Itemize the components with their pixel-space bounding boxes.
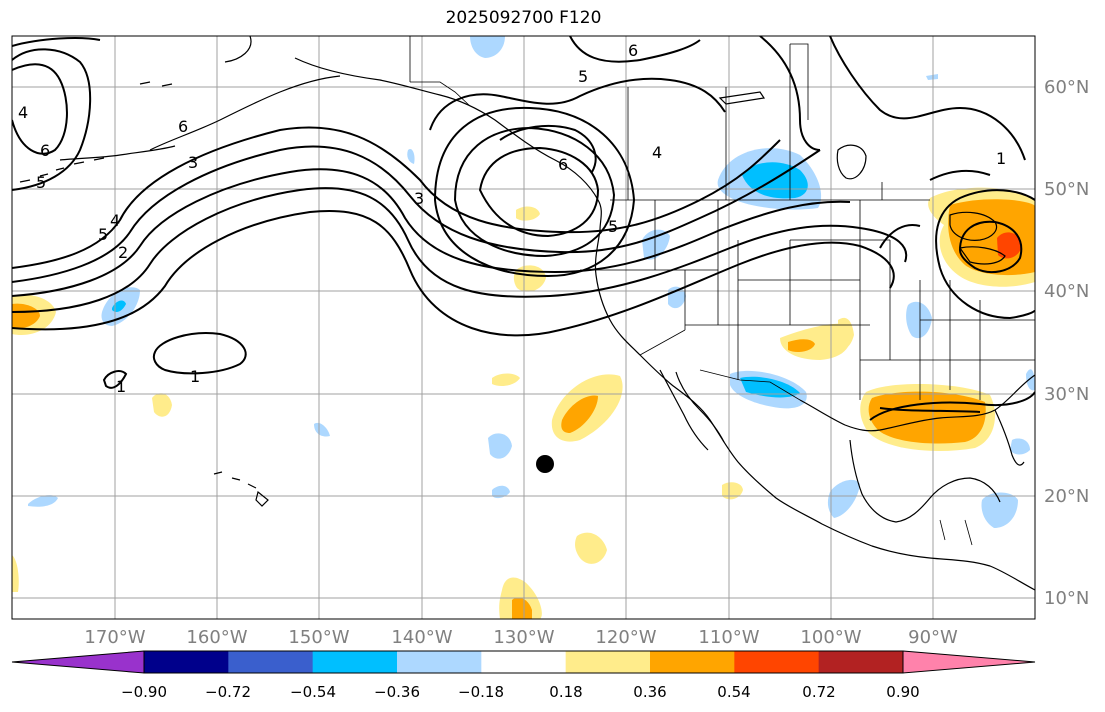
shade-orange-gulf <box>868 391 986 444</box>
shade-cool-blob12 <box>1026 369 1035 391</box>
shade-orange-sw <box>788 339 815 352</box>
shade-warm-blob5 <box>152 393 172 417</box>
shade-cool-blob6 <box>827 479 860 518</box>
contour-label: 5 <box>98 225 108 244</box>
contour-label: 4 <box>18 103 28 122</box>
colorbar-tick: 0.18 <box>549 683 582 701</box>
colorbar-tick: −0.90 <box>121 683 167 701</box>
colorbar-cell <box>481 651 567 673</box>
lat-label: 40°N <box>1044 281 1089 302</box>
lon-label: 140°W <box>391 627 452 648</box>
shade-cool-blob11 <box>1010 438 1030 455</box>
lat-label: 20°N <box>1044 486 1089 507</box>
shade-orange-west <box>12 303 40 329</box>
colorbar-tick: −0.72 <box>205 683 251 701</box>
lon-label: 160°W <box>186 627 247 648</box>
colorbar-tick: 0.54 <box>717 683 750 701</box>
gridlines <box>12 36 1035 619</box>
shade-cool-blob9 <box>314 422 330 437</box>
coastlines <box>19 36 1035 591</box>
lon-label: 120°W <box>595 627 656 648</box>
latitude-labels: 60°N 50°N 40°N 30°N 20°N 10°N <box>1044 77 1089 609</box>
shade-cool-blob5 <box>492 485 510 499</box>
shade-blue-mexico <box>740 376 800 398</box>
shade-cool-east <box>906 301 932 339</box>
colorbar: −0.90 −0.72 −0.54 −0.36 −0.18 0.18 0.36 … <box>11 650 1036 701</box>
colorbar-tick: −0.36 <box>374 683 420 701</box>
colorbar-cell <box>650 651 735 673</box>
colorbar-cell <box>312 651 398 673</box>
lon-label: 90°W <box>908 627 958 648</box>
chart-title: 2025092700 F120 <box>445 8 602 28</box>
colorbar-tick: 0.72 <box>802 683 835 701</box>
colorbar-cell <box>818 651 904 673</box>
contour-label: 5 <box>578 67 588 86</box>
lat-label: 50°N <box>1044 179 1089 200</box>
shade-cool-blob13 <box>926 74 938 80</box>
shade-cool-blob3 <box>470 36 505 58</box>
contour-label: 3 <box>414 189 424 208</box>
contour-label: 3 <box>188 153 198 172</box>
lon-label: 170°W <box>84 627 145 648</box>
anomaly-shading <box>12 36 1035 619</box>
contour-label: 1 <box>190 367 200 386</box>
contour-lines <box>12 36 1035 421</box>
colorbar-cell <box>734 651 820 673</box>
colorbar-cell <box>144 651 229 673</box>
colorbar-tick: −0.18 <box>458 683 504 701</box>
contour-label: 4 <box>652 143 662 162</box>
contour-label: 6 <box>628 41 638 60</box>
contour-label: 1 <box>116 377 126 396</box>
colorbar-cell <box>565 651 651 673</box>
colorbar-ticks: −0.90 −0.72 −0.54 −0.36 −0.18 0.18 0.36 … <box>121 683 920 701</box>
colorbar-extend-low <box>11 650 145 674</box>
storm-marker <box>536 455 554 473</box>
contour-label: 4 <box>110 211 120 230</box>
lon-label: 100°W <box>800 627 861 648</box>
colorbar-cell <box>228 651 314 673</box>
map-border <box>11 35 1036 620</box>
colorbar-tick: −0.54 <box>290 683 336 701</box>
shade-cool-blob4 <box>488 433 512 459</box>
contour-label: 6 <box>558 155 568 174</box>
contour-label: 6 <box>40 141 50 160</box>
lon-label: 110°W <box>698 627 759 648</box>
longitude-labels: 170°W 160°W 150°W 140°W 130°W 120°W 110°… <box>84 627 958 648</box>
shade-warm-blob4 <box>492 373 520 386</box>
shade-cool-blob8 <box>28 495 58 507</box>
lat-label: 60°N <box>1044 77 1089 98</box>
lon-label: 130°W <box>493 627 554 648</box>
lat-label: 30°N <box>1044 384 1089 405</box>
contour-label: 5 <box>608 217 618 236</box>
colorbar-cell <box>397 651 482 673</box>
colorbar-tick: 0.36 <box>633 683 666 701</box>
contour-label: 1 <box>996 149 1006 168</box>
shade-warm-blob6 <box>722 482 743 500</box>
state-borders <box>409 36 1035 546</box>
contour-label: 2 <box>118 243 128 262</box>
shade-cool-blob10 <box>407 148 415 164</box>
colorbar-frame <box>143 650 904 674</box>
shade-orange-offshore <box>561 395 598 433</box>
shade-warm-blob7 <box>12 555 19 592</box>
colorbar-extend-high <box>902 650 1036 674</box>
shade-cool-blob7 <box>981 492 1018 528</box>
shade-warm-blob3 <box>516 206 540 221</box>
shade-orange-south <box>512 597 532 619</box>
contour-label-group: 6 5 4 3 2 1 4 5 6 3 6 5 4 6 5 1 1 <box>18 41 1006 396</box>
lat-label: 10°N <box>1044 588 1089 609</box>
contour-label: 6 <box>178 117 188 136</box>
lon-label: 150°W <box>288 627 349 648</box>
colorbar-tick: 0.90 <box>886 683 919 701</box>
shade-red-ne <box>997 232 1022 259</box>
contour-label: 5 <box>36 173 46 192</box>
colorbar-cells <box>11 650 1036 674</box>
shade-warm-blob1 <box>575 532 607 564</box>
